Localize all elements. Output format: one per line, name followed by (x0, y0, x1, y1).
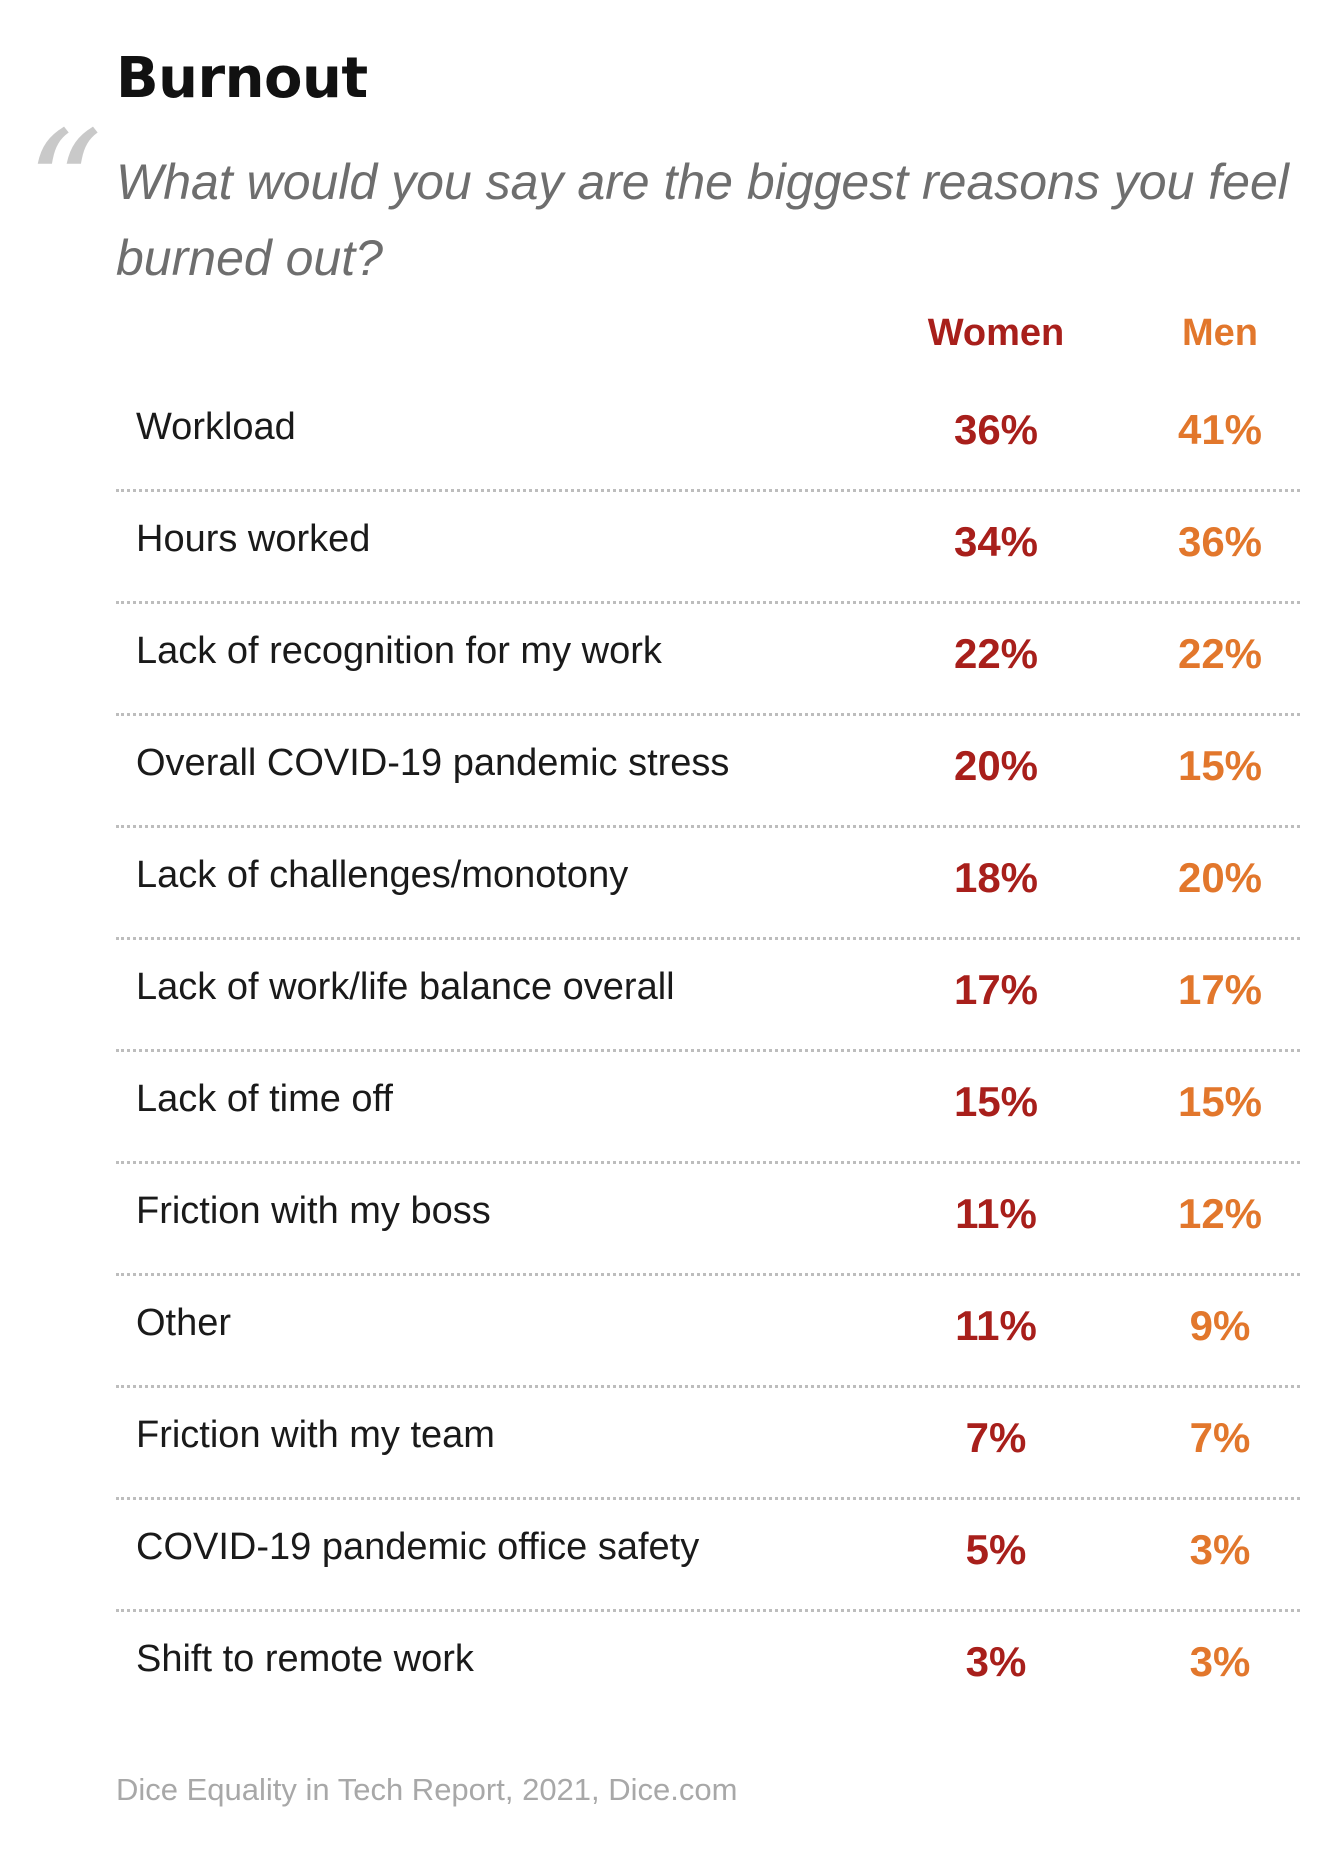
row-label: Hours worked (136, 518, 371, 560)
results-table: Workload 36% 41% Hours worked 34% 36% Lack of … (116, 380, 1300, 1724)
quote-mark-icon: “ (26, 100, 103, 274)
value-men: 22% (1177, 630, 1263, 677)
row-label: Workload (136, 406, 296, 448)
row-label: COVID-19 pandemic office safety (136, 1526, 700, 1568)
value-women: 7% (965, 1414, 1027, 1461)
value-women: 15% (953, 1078, 1039, 1125)
value-men: 15% (1177, 742, 1263, 789)
value-men: 3% (1189, 1638, 1251, 1685)
row-label: Lack of work/life balance overall (136, 966, 675, 1008)
table-row: Other 11% 9% (116, 1276, 1300, 1388)
value-women: 11% (955, 1302, 1037, 1349)
value-women: 5% (965, 1526, 1027, 1573)
table-row: Shift to remote work 3% 3% (116, 1612, 1300, 1724)
row-label: Friction with my boss (136, 1190, 491, 1232)
value-women: 36% (953, 406, 1039, 453)
table-row: Lack of challenges/monotony 18% 20% (116, 828, 1300, 940)
row-label: Lack of time off (136, 1078, 393, 1120)
row-label: Lack of challenges/monotony (136, 854, 629, 896)
value-men: 17% (1177, 966, 1263, 1013)
chart-title: Burnout (116, 46, 368, 111)
table-row: COVID-19 pandemic office safety 5% 3% (116, 1500, 1300, 1612)
value-women: 34% (953, 518, 1039, 565)
table-row: Lack of recognition for my work 22% 22% (116, 604, 1300, 716)
column-header-women: Women (927, 312, 1065, 354)
table-row: Hours worked 34% 36% (116, 492, 1300, 604)
table-row: Lack of time off 15% 15% (116, 1052, 1300, 1164)
value-women: 17% (953, 966, 1039, 1013)
row-label: Lack of recognition for my work (136, 630, 662, 672)
value-women: 11% (955, 1190, 1037, 1237)
column-header-men: Men (1182, 312, 1258, 354)
table-row: Workload 36% 41% (116, 380, 1300, 492)
value-men: 12% (1177, 1190, 1263, 1237)
row-label: Overall COVID-19 pandemic stress (136, 742, 730, 784)
value-women: 18% (953, 854, 1039, 901)
value-men: 7% (1189, 1414, 1251, 1461)
row-label: Friction with my team (136, 1414, 495, 1456)
value-women: 20% (953, 742, 1039, 789)
table-row: Overall COVID-19 pandemic stress 20% 15% (116, 716, 1300, 828)
survey-question: What would you say are the biggest reaso… (116, 154, 1289, 286)
value-men: 41% (1177, 406, 1263, 453)
table-row: Friction with my boss 11% 12% (116, 1164, 1300, 1276)
value-women: 22% (953, 630, 1039, 677)
value-men: 9% (1189, 1302, 1251, 1349)
row-label: Shift to remote work (136, 1638, 474, 1680)
table-row: Friction with my team 7% 7% (116, 1388, 1300, 1500)
row-label: Other (136, 1302, 232, 1344)
value-men: 20% (1177, 854, 1263, 901)
source-note: Dice Equality in Tech Report, 2021, Dice… (116, 1772, 738, 1807)
table-row: Lack of work/life balance overall 17% 17% (116, 940, 1300, 1052)
value-men: 36% (1177, 518, 1263, 565)
value-men: 3% (1189, 1526, 1251, 1573)
value-men: 15% (1177, 1078, 1263, 1125)
value-women: 3% (965, 1638, 1027, 1685)
